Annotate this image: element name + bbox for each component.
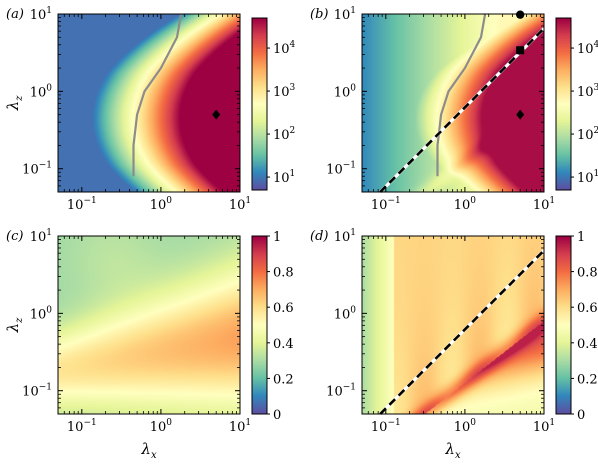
y-tick-label: 10−1: [326, 161, 356, 178]
panel-label: (a): [6, 7, 24, 22]
colorbar-tick-label: 0: [577, 408, 585, 423]
x-tick-label: 100: [150, 196, 173, 213]
colorbar-frame: [251, 235, 268, 415]
x-tick-label: 101: [229, 418, 251, 435]
colorbar-tick-label: 103: [273, 83, 296, 100]
colorbar-tick-label: 0.4: [273, 337, 294, 352]
heatmap-image: [362, 236, 544, 414]
x-tick-label: 100: [454, 196, 477, 213]
y-tick-label: 10−1: [22, 161, 52, 178]
x-tick-label: 100: [454, 418, 477, 435]
dashed-line-halo: [379, 27, 546, 194]
colorbar-tick-label: 0.4: [577, 337, 598, 352]
x-tick-label: 101: [229, 196, 251, 213]
colorbar-tick-label: 103: [577, 83, 598, 100]
panel-label: (b): [310, 7, 328, 22]
colorbar-tick-label: 0.2: [577, 372, 598, 387]
colorbar-tick-label: 0.2: [273, 372, 294, 387]
y-axis-label: λz: [4, 317, 25, 334]
y-tick-label: 100: [30, 305, 53, 322]
square-marker: [516, 46, 525, 55]
x-tick-label: 101: [533, 196, 555, 213]
panel-label: (d): [310, 229, 328, 244]
y-tick-label: 101: [30, 6, 52, 23]
y-tick-label: 100: [334, 305, 357, 322]
panel-1: 10−1 10−1 100 100 101 101 (b) 101 102 103 104: [310, 6, 598, 213]
colorbar-tick-label: 104: [577, 40, 598, 57]
x-tick-label: 10−1: [67, 196, 97, 213]
dashed-line-halo: [379, 249, 546, 416]
diamond-marker: [516, 109, 525, 120]
y-tick-label: 100: [334, 83, 357, 100]
diamond-marker: [212, 109, 221, 120]
y-tick-label: 101: [30, 228, 52, 245]
colorbar-tick-label: 0.8: [273, 266, 294, 281]
y-tick-label: 101: [334, 228, 356, 245]
colorbar-frame: [251, 17, 268, 191]
y-tick-label: 10−1: [326, 383, 356, 400]
colorbar-tick-label: 101: [577, 169, 598, 186]
panel-label: (c): [6, 229, 23, 244]
y-tick-label: 100: [30, 83, 53, 100]
colorbar: [252, 236, 267, 414]
x-axis-label: λx: [140, 440, 157, 461]
x-tick-label: 101: [533, 418, 555, 435]
colorbar-tick-label: 102: [273, 126, 295, 143]
heatmap-image: [58, 14, 240, 192]
y-axis-label: λz: [4, 95, 25, 112]
heatmap-image: [362, 14, 544, 192]
x-tick-label: 10−1: [67, 418, 97, 435]
colorbar-tick-label: 0.6: [273, 301, 294, 316]
heatmap-image: [58, 236, 240, 414]
panel-2: 10−1 10−1 100 100 101 101 (c) λz λx 0 0.2 0.4 0.6 0.8…: [4, 228, 294, 461]
colorbar-tick-label: 0: [273, 408, 281, 423]
colorbar-tick-label: 0.6: [577, 301, 598, 316]
y-tick-label: 101: [334, 6, 356, 23]
x-tick-label: 100: [150, 418, 173, 435]
colorbar: [252, 18, 267, 190]
y-tick-label: 10−1: [22, 383, 52, 400]
colorbar-tick-label: 104: [273, 40, 296, 57]
colorbar: [556, 236, 571, 414]
x-tick-label: 10−1: [371, 418, 401, 435]
colorbar: [556, 18, 571, 190]
colorbar-tick-label: 1: [577, 230, 585, 245]
panel-0: 10−1 10−1 100 100 101 101 (a) λz 101 102 103 104: [4, 6, 296, 213]
colorbar-frame: [555, 235, 572, 415]
contour-line: [436, 13, 487, 177]
colorbar-tick-label: 102: [577, 126, 598, 143]
panel-3: 10−1 10−1 100 100 101 101 (d) λx 0 0.2 0.4 0.6 0.8 1: [310, 228, 598, 461]
x-tick-label: 10−1: [371, 196, 401, 213]
colorbar-tick-label: 101: [273, 169, 295, 186]
colorbar-frame: [555, 17, 572, 191]
contour-line: [132, 13, 183, 177]
x-axis-label: λx: [444, 440, 461, 461]
colorbar-tick-label: 0.8: [577, 266, 598, 281]
colorbar-tick-label: 1: [273, 230, 281, 245]
